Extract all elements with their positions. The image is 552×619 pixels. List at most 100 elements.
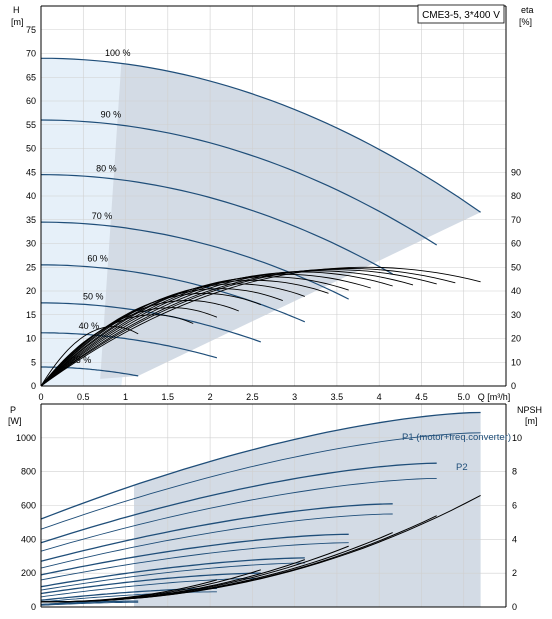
speed-label: 90 % — [101, 109, 122, 119]
y2-tick-label: 50 — [511, 262, 521, 272]
npsh-curve — [41, 579, 218, 603]
x-tick-label: 3.5 — [331, 392, 344, 402]
head-curve — [41, 57, 481, 213]
y-tick-label: 200 — [21, 568, 36, 578]
power-curve — [40, 411, 481, 520]
y-tick-label: 75 — [26, 25, 36, 35]
head-curve — [41, 332, 218, 359]
x-tick-label: 1 — [123, 392, 128, 402]
head-curve — [40, 174, 393, 275]
power-curve — [40, 577, 261, 598]
efficiency-curves — [40, 266, 481, 387]
chart-title: CME3-5, 3*400 V — [422, 10, 500, 21]
y2-axis-label-npsh: NPSH — [517, 405, 542, 415]
y2-axis-unit-eta: [%] — [519, 17, 532, 27]
eta-curve — [40, 269, 437, 387]
lower-grid — [40, 403, 507, 608]
x-tick-label: 4.5 — [415, 392, 428, 402]
y-axis-label-h: H — [13, 5, 20, 15]
power-curve — [40, 462, 437, 544]
speed-label: 80 % — [96, 164, 117, 174]
eta-curve — [40, 326, 139, 387]
power-curve — [40, 600, 139, 606]
y2-tick-label: 10 — [512, 433, 522, 443]
y-axis-unit-h: [m] — [11, 17, 24, 27]
y2-tick-label: 4 — [512, 534, 517, 544]
eta-curve — [40, 279, 329, 387]
y2-tick-label: 80 — [511, 191, 521, 201]
eta-curve — [40, 271, 393, 387]
y2-axis-label-eta: eta — [521, 5, 534, 15]
x-tick-label: 4 — [377, 392, 382, 402]
series-label-p1: P1 (motor+freq.converter) — [402, 432, 511, 443]
y2-tick-label: 40 — [511, 286, 521, 296]
y-tick-label: 55 — [26, 120, 36, 130]
title-box: CME3-5, 3*400 V — [417, 4, 505, 24]
upper-panel: 100 % 90 % 80 % 70 % 60 % 50 % 40 % 25 % 0 0.5 1 1… — [11, 4, 534, 402]
y-tick-label: 25 — [26, 262, 36, 272]
eta-curve — [40, 288, 283, 387]
y2-tick-label: 8 — [512, 467, 517, 477]
y2-tick-label: 60 — [511, 239, 521, 249]
x-tick-label: 0.5 — [77, 392, 90, 402]
head-curve — [40, 221, 349, 300]
y2-axis-unit-npsh: [m] — [525, 416, 538, 426]
power-curve — [40, 513, 393, 569]
y2-tick-label: 2 — [512, 568, 517, 578]
y2-tick-label: 0 — [511, 381, 516, 391]
speed-label: 25 % — [71, 355, 92, 365]
y2-tick-label: 0 — [512, 602, 517, 612]
y-tick-label: 30 — [26, 239, 36, 249]
y-tick-label: 10 — [26, 334, 36, 344]
y2-tick-label: 30 — [511, 310, 521, 320]
speed-label: 40 % — [79, 321, 100, 331]
eta-curve — [40, 268, 456, 387]
x-tick-label: 5.0 — [457, 392, 470, 402]
x-tick-label: 2 — [208, 392, 213, 402]
y2-tick-label: 6 — [512, 501, 517, 511]
x-tick-label: 2.5 — [246, 392, 259, 402]
eta-curve — [40, 314, 194, 387]
power-curve — [40, 562, 305, 591]
power-curve — [40, 557, 305, 588]
y-tick-label: 0 — [31, 602, 36, 612]
speed-label: 70 % — [92, 211, 113, 221]
y2-tick-label: 70 — [511, 215, 521, 225]
y2-tick-label: 10 — [511, 357, 521, 367]
power-curve — [40, 542, 349, 581]
power-curve — [40, 477, 437, 552]
y-tick-label: 800 — [21, 467, 36, 477]
eta-curve — [40, 307, 218, 387]
x-tick-label: Q [m³/h] — [478, 392, 511, 402]
gray-region — [100, 63, 481, 379]
power-curve — [40, 601, 139, 606]
eta-curve — [40, 266, 481, 387]
y-tick-label: 600 — [21, 501, 36, 511]
power-curve — [40, 572, 261, 595]
y-tick-label: 5 — [31, 357, 36, 367]
npsh-curves — [41, 494, 481, 603]
y-tick-label: 20 — [26, 286, 36, 296]
power-curve — [40, 503, 393, 562]
y-tick-label: 35 — [26, 215, 36, 225]
y-tick-label: 60 — [26, 96, 36, 106]
y-tick-label: 50 — [26, 144, 36, 154]
y-tick-label: 40 — [26, 191, 36, 201]
x-tick-label: 1.5 — [162, 392, 175, 402]
eta-curve — [40, 270, 414, 387]
power-curve — [40, 432, 481, 530]
speed-label: 100 % — [105, 48, 131, 58]
y-axis-unit-p: [W] — [8, 416, 22, 426]
speed-label: 60 % — [87, 253, 108, 263]
x-tick-label: 0 — [38, 392, 43, 402]
x-tick-label: 3 — [292, 392, 297, 402]
eta-curve — [40, 283, 305, 387]
y-axis-label-p: P — [10, 405, 16, 415]
head-curve — [40, 119, 438, 246]
lower-axes: 0 200 400 600 800 1000 0 2 4 6 8 10 — [16, 403, 522, 612]
y-tick-label: 1000 — [16, 433, 36, 443]
series-label-p2: P2 — [456, 462, 468, 473]
y-tick-label: 70 — [26, 49, 36, 59]
